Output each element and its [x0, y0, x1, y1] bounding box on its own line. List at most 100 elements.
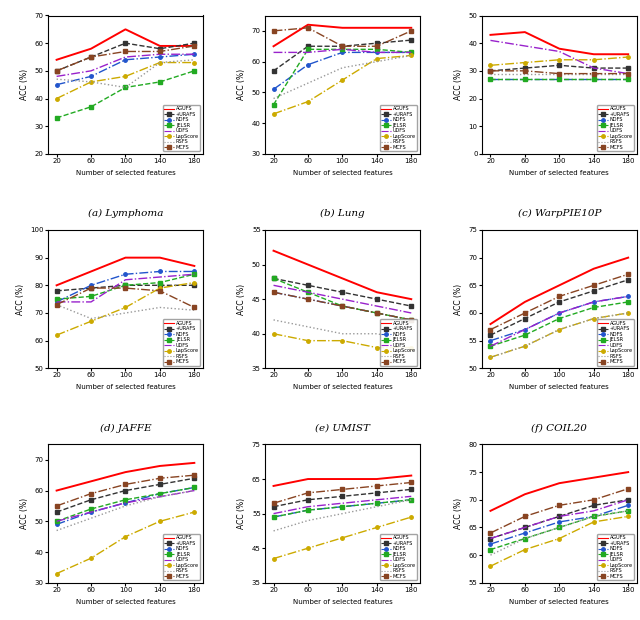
- JELSR: [87, 103, 95, 110]
- Line: MCFS: MCFS: [489, 487, 630, 534]
- AGUFS: [156, 42, 164, 50]
- RSFS: [339, 510, 346, 517]
- AGUFS: [408, 472, 415, 479]
- RSFS: [590, 513, 598, 520]
- UDFS: [625, 70, 632, 78]
- AGUFS: [156, 254, 164, 262]
- Line: UDFS: UDFS: [273, 50, 412, 53]
- UDFS: [521, 42, 529, 50]
- MCFS: [556, 293, 563, 300]
- MCFS: [87, 490, 95, 497]
- RSFS: [373, 58, 381, 65]
- JELSR: [625, 76, 632, 83]
- AGUFS: [625, 50, 632, 58]
- UDFS: [339, 500, 346, 507]
- NDFS: [373, 309, 381, 317]
- MCFS: [122, 480, 129, 488]
- AGUFS: [556, 45, 563, 53]
- RSFS: [625, 309, 632, 317]
- UDFS: [269, 510, 277, 517]
- Y-axis label: ACC (%): ACC (%): [16, 283, 25, 315]
- NDFS: [191, 50, 198, 58]
- JELSR: [191, 484, 198, 491]
- JELSR: [625, 298, 632, 306]
- +URAFS: [339, 288, 346, 296]
- AGUFS: [373, 24, 381, 32]
- +URAFS: [269, 275, 277, 282]
- Text: (c) WarpPIE10P: (c) WarpPIE10P: [518, 209, 601, 218]
- AGUFS: [373, 288, 381, 296]
- NDFS: [52, 521, 60, 528]
- RSFS: [87, 515, 95, 522]
- NDFS: [486, 76, 494, 83]
- +URAFS: [122, 40, 129, 47]
- AGUFS: [625, 254, 632, 262]
- Line: NDFS: NDFS: [489, 294, 630, 342]
- JELSR: [521, 76, 529, 83]
- UDFS: [373, 49, 381, 56]
- Legend: AGUFS, +URAFS, NDFS, JELSR, UDFS, LapScore, RSFS, MCFS: AGUFS, +URAFS, NDFS, JELSR, UDFS, LapSco…: [596, 105, 634, 151]
- NDFS: [556, 518, 563, 526]
- NDFS: [304, 507, 312, 514]
- AGUFS: [556, 479, 563, 487]
- RSFS: [339, 330, 346, 337]
- JELSR: [521, 535, 529, 542]
- X-axis label: Number of selected features: Number of selected features: [76, 170, 175, 175]
- LapScore: [269, 555, 277, 562]
- AGUFS: [269, 43, 277, 50]
- JELSR: [521, 332, 529, 339]
- RSFS: [590, 70, 598, 78]
- Line: AGUFS: AGUFS: [490, 472, 628, 511]
- AGUFS: [52, 281, 60, 289]
- Line: UDFS: UDFS: [56, 274, 195, 302]
- UDFS: [304, 288, 312, 296]
- MCFS: [590, 70, 598, 78]
- Text: (e) UMIST: (e) UMIST: [315, 423, 370, 433]
- NDFS: [87, 281, 95, 289]
- Line: AGUFS: AGUFS: [56, 29, 195, 60]
- MCFS: [521, 513, 529, 520]
- LapScore: [339, 534, 346, 541]
- JELSR: [408, 496, 415, 503]
- UDFS: [87, 298, 95, 306]
- AGUFS: [191, 262, 198, 270]
- NDFS: [373, 500, 381, 507]
- JELSR: [373, 46, 381, 53]
- Line: LapScore: LapScore: [272, 54, 413, 115]
- JELSR: [52, 518, 60, 525]
- AGUFS: [122, 468, 129, 476]
- Line: LapScore: LapScore: [489, 55, 630, 67]
- X-axis label: Number of selected features: Number of selected features: [76, 598, 175, 604]
- Line: MCFS: MCFS: [489, 273, 630, 331]
- Line: UDFS: UDFS: [490, 40, 628, 74]
- UDFS: [339, 46, 346, 53]
- AGUFS: [339, 275, 346, 282]
- Line: AGUFS: AGUFS: [490, 258, 628, 324]
- RSFS: [521, 70, 529, 78]
- MCFS: [339, 43, 346, 50]
- NDFS: [556, 76, 563, 83]
- +URAFS: [556, 298, 563, 306]
- MCFS: [304, 489, 312, 497]
- Line: AGUFS: AGUFS: [273, 25, 412, 46]
- AGUFS: [304, 21, 312, 29]
- +URAFS: [156, 45, 164, 53]
- +URAFS: [87, 496, 95, 503]
- UDFS: [269, 49, 277, 56]
- LapScore: [339, 337, 346, 344]
- Line: JELSR: JELSR: [55, 485, 196, 523]
- MCFS: [52, 67, 60, 74]
- +URAFS: [521, 524, 529, 531]
- X-axis label: Number of selected features: Number of selected features: [509, 384, 609, 390]
- Line: LapScore: LapScore: [55, 61, 196, 100]
- MCFS: [339, 485, 346, 493]
- UDFS: [122, 276, 129, 283]
- RSFS: [304, 79, 312, 87]
- UDFS: [486, 535, 494, 542]
- MCFS: [625, 70, 632, 78]
- RSFS: [191, 56, 198, 63]
- Line: AGUFS: AGUFS: [273, 250, 412, 299]
- MCFS: [269, 500, 277, 507]
- Line: +URAFS: +URAFS: [55, 283, 196, 293]
- RSFS: [556, 524, 563, 531]
